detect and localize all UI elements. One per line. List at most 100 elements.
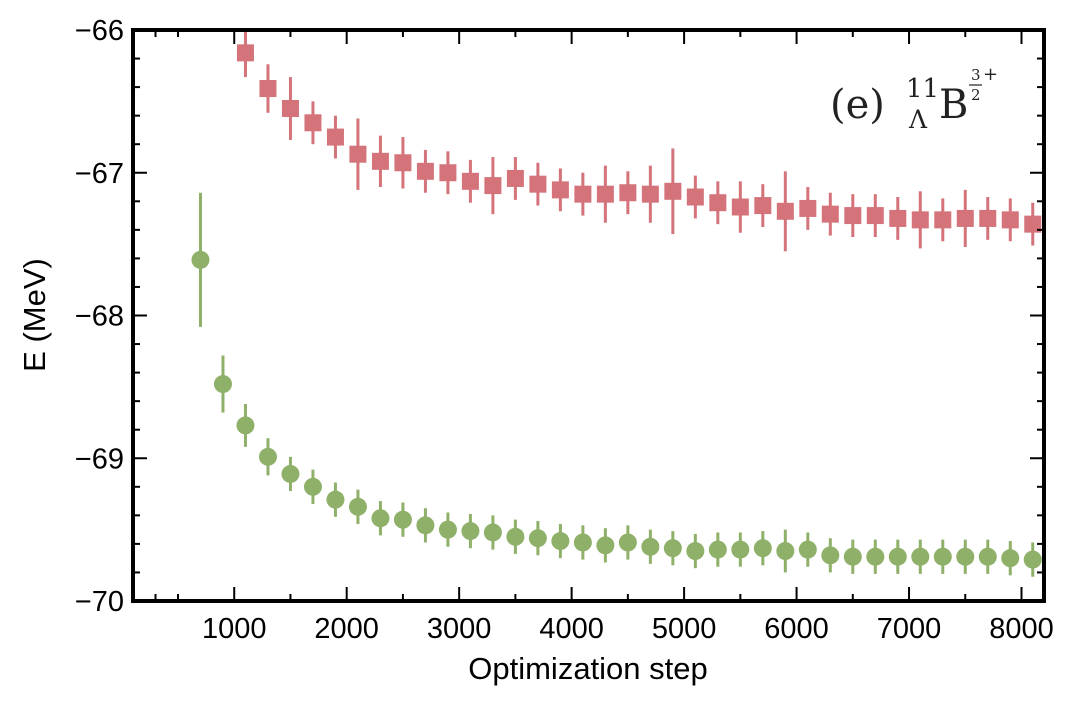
x-axis-label: Optimization step: [468, 651, 708, 686]
annotation-spin-num: 3: [971, 66, 981, 84]
data-point-circle: [281, 464, 300, 483]
data-point-square: [934, 211, 952, 229]
data-point-square: [911, 211, 929, 229]
ticks-layer: [133, 29, 1044, 602]
data-point-circle: [888, 547, 907, 566]
data-point-square: [529, 175, 547, 193]
data-point-circle: [1001, 549, 1020, 568]
data-point-square: [776, 202, 794, 220]
data-point-circle: [641, 537, 660, 556]
data-point-square: [214, 0, 231, 17]
data-point-circle: [933, 547, 952, 566]
data-point-circle: [551, 532, 570, 551]
data-point-circle: [956, 547, 975, 566]
data-point-circle: [191, 250, 210, 269]
data-point-square: [731, 198, 749, 216]
data-point-circle: [798, 540, 817, 559]
data-point-circle: [258, 447, 277, 466]
data-point-circle: [843, 547, 862, 566]
data-point-circle: [393, 510, 412, 529]
data-point-circle: [326, 490, 345, 509]
data-point-square: [484, 177, 502, 195]
data-point-circle: [236, 416, 255, 435]
data-point-circle: [821, 546, 840, 565]
y-tick-label: −69: [75, 443, 124, 475]
x-tick-label: 1000: [202, 613, 267, 645]
data-point-square: [551, 181, 569, 199]
data-point-square: [506, 169, 524, 187]
x-tick-label: 8000: [989, 613, 1054, 645]
data-point-square: [754, 197, 772, 215]
data-point-circle: [866, 547, 885, 566]
data-point-circle: [573, 533, 592, 552]
data-point-square: [326, 128, 344, 146]
plot-frame: [131, 28, 1046, 603]
data-point-square: [416, 162, 434, 180]
data-point-square: [1001, 211, 1019, 229]
x-tick-label: 2000: [314, 613, 379, 645]
data-point-circle: [461, 522, 480, 541]
data-point-square: [979, 209, 997, 227]
data-point-circle: [506, 527, 525, 546]
annotation-paren: (e): [830, 82, 885, 128]
data-point-square: [236, 44, 254, 62]
data-point-circle: [371, 509, 390, 528]
data-point-square: [641, 185, 659, 203]
y-tick-label: −68: [75, 301, 124, 333]
y-tick-label: −67: [75, 158, 124, 190]
annotation-lambda: Λ: [908, 105, 928, 134]
data-point-square: [844, 207, 862, 225]
x-tick-label: 4000: [539, 613, 604, 645]
data-point-square: [439, 164, 457, 182]
annotation-parity: +: [983, 64, 998, 85]
labels-layer: 1000 2000 3000 4000 5000 6000 7000 8000 −70 −69 −6…: [75, 15, 1054, 645]
y-tick-label: −70: [75, 586, 124, 618]
data-point-square: [281, 100, 299, 118]
data-point-circle: [686, 542, 705, 561]
data-point-square: [686, 188, 704, 206]
data-point-square: [956, 209, 974, 227]
panel-annotation: (e) 11 Λ B 3 2 +: [830, 64, 998, 134]
data-point-circle: [213, 375, 232, 394]
x-tick-label: 5000: [652, 613, 717, 645]
data-point-circle: [618, 533, 637, 552]
data-point-square: [574, 185, 592, 203]
data-point-square: [349, 145, 367, 163]
data-point-circle: [303, 477, 322, 496]
series-layer: [191, 0, 1042, 577]
data-point-circle: [528, 529, 547, 548]
series-green: [191, 192, 1042, 577]
data-point-circle: [348, 497, 367, 516]
data-point-circle: [708, 540, 727, 559]
data-point-square: [596, 185, 614, 203]
x-tick-label: 7000: [877, 613, 942, 645]
data-point-square: [866, 207, 884, 225]
data-point-circle: [663, 539, 682, 558]
data-point-circle: [753, 539, 772, 558]
data-point-square: [709, 194, 727, 212]
y-axis-label: E (MeV): [17, 258, 52, 372]
x-tick-label: 3000: [427, 613, 492, 645]
data-point-circle: [1023, 550, 1042, 569]
data-point-square: [821, 205, 839, 223]
data-point-square: [664, 182, 682, 200]
data-point-circle: [416, 516, 435, 535]
annotation-spin-den: 2: [971, 86, 981, 104]
data-point-circle: [776, 542, 795, 561]
data-point-square: [461, 172, 479, 190]
data-point-square: [394, 154, 412, 172]
annotation-mass: 11: [906, 74, 939, 104]
data-point-square: [619, 184, 637, 202]
data-point-square: [889, 209, 907, 227]
data-point-circle: [438, 520, 457, 539]
data-point-square: [1024, 215, 1042, 233]
data-point-circle: [596, 536, 615, 555]
x-tick-label: 6000: [764, 613, 829, 645]
data-point-square: [304, 114, 322, 132]
data-point-circle: [483, 523, 502, 542]
annotation-element: B: [939, 82, 968, 128]
series-red: [214, 0, 1042, 252]
data-point-square: [799, 199, 817, 217]
y-tick-label: −66: [75, 15, 124, 47]
